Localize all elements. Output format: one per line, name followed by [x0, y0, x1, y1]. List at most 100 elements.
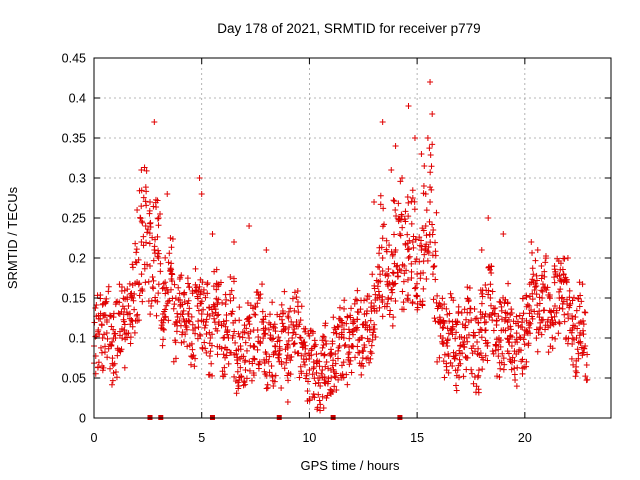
data-point — [231, 351, 238, 358]
data-point — [404, 231, 411, 238]
data-point — [504, 299, 511, 306]
data-point — [361, 344, 368, 351]
data-point — [405, 292, 412, 299]
data-point — [219, 299, 226, 306]
data-point — [513, 313, 520, 320]
data-point — [565, 315, 572, 322]
data-point — [538, 262, 545, 269]
data-point — [444, 336, 451, 343]
data-point — [160, 336, 167, 343]
data-point — [482, 282, 489, 289]
data-point — [346, 329, 353, 336]
data-point — [449, 323, 456, 330]
data-point — [331, 373, 338, 380]
data-point — [348, 305, 355, 312]
data-point — [334, 355, 341, 362]
data-point — [506, 339, 513, 346]
data-point — [163, 302, 170, 309]
data-point — [446, 318, 453, 325]
data-point — [359, 334, 366, 341]
data-point — [338, 362, 345, 369]
data-point — [104, 354, 111, 361]
data-point — [301, 361, 308, 368]
data-point — [526, 310, 533, 317]
data-point — [430, 227, 437, 234]
data-point — [511, 357, 518, 364]
data-point — [360, 321, 367, 328]
data-point — [580, 349, 587, 356]
data-point — [575, 350, 582, 357]
data-point — [252, 303, 259, 310]
data-point — [188, 340, 195, 347]
data-point — [521, 332, 528, 339]
data-point — [479, 293, 486, 300]
data-point — [420, 269, 427, 276]
data-point-peak — [422, 191, 429, 197]
data-point — [545, 349, 552, 356]
data-point — [538, 316, 545, 323]
data-point — [186, 305, 193, 312]
data-point — [361, 297, 368, 304]
data-point — [528, 313, 535, 320]
data-point — [285, 377, 292, 384]
data-point — [298, 352, 305, 359]
data-point — [421, 163, 428, 170]
data-point — [488, 270, 495, 277]
data-point — [263, 385, 270, 392]
data-point — [236, 317, 243, 324]
data-point — [129, 323, 136, 330]
data-point — [124, 311, 131, 318]
data-point — [143, 167, 150, 174]
data-point — [120, 295, 127, 302]
data-point — [320, 404, 327, 411]
data-point — [223, 296, 230, 303]
data-point — [250, 372, 257, 379]
data-point — [134, 311, 141, 318]
data-point-peak — [418, 151, 425, 157]
data-point — [232, 339, 239, 346]
data-point — [397, 232, 404, 239]
data-point — [375, 288, 382, 295]
data-point — [350, 320, 357, 327]
data-point — [555, 330, 562, 337]
data-point — [99, 367, 106, 374]
data-point — [446, 310, 453, 317]
data-point — [187, 361, 194, 368]
data-point — [460, 373, 467, 380]
data-point — [262, 325, 269, 332]
data-point — [202, 345, 209, 352]
data-point-peak — [327, 391, 334, 397]
data-point — [532, 257, 539, 264]
data-point — [482, 310, 489, 317]
data-point — [501, 317, 508, 324]
data-point — [416, 234, 423, 241]
data-point — [506, 356, 513, 363]
data-point — [126, 280, 133, 287]
data-point — [94, 292, 101, 299]
data-point — [206, 305, 213, 312]
data-point — [578, 298, 585, 305]
data-point — [469, 350, 476, 357]
data-point — [309, 371, 316, 378]
data-point — [272, 372, 279, 379]
data-point — [180, 315, 187, 322]
y-tick-label: 0.15 — [62, 292, 86, 306]
data-point — [531, 287, 538, 294]
data-point — [281, 288, 288, 295]
data-point — [379, 313, 386, 320]
data-point — [513, 383, 520, 390]
data-point — [289, 295, 296, 302]
data-point — [162, 279, 169, 286]
data-point — [278, 316, 285, 323]
y-tick-label: 0.2 — [69, 252, 86, 266]
data-point-peak — [429, 111, 436, 117]
data-point — [379, 235, 386, 242]
data-point — [321, 334, 328, 341]
data-point — [405, 255, 412, 261]
data-point — [498, 307, 505, 314]
data-point — [409, 187, 416, 194]
data-point — [180, 338, 187, 345]
data-point — [248, 377, 255, 384]
data-point — [385, 266, 392, 273]
data-point — [373, 277, 380, 284]
